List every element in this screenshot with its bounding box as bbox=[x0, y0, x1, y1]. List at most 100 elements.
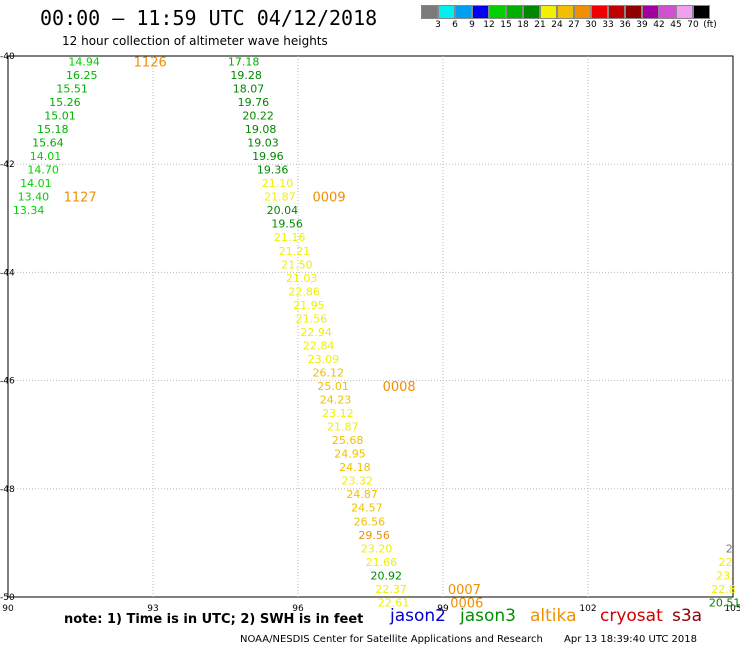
legend-altika: altika bbox=[530, 606, 577, 626]
color-scale-labels: 3 6 9 12 15 18 21 24 27 30 33 36 39 42 45 70 (ft) bbox=[421, 19, 740, 33]
note-text: note: 1) Time is in UTC; 2) SWH is in fe… bbox=[64, 612, 364, 627]
legend-s3a: s3a bbox=[672, 606, 703, 626]
color-scale-swatches bbox=[421, 5, 740, 19]
lon-tick-label: 105 bbox=[724, 604, 740, 614]
color-scale-label: 33 bbox=[602, 20, 614, 30]
wave-height-value: 2 bbox=[726, 542, 733, 555]
color-swatch bbox=[421, 5, 438, 19]
color-swatch bbox=[676, 5, 693, 19]
color-scale-label: 15 bbox=[500, 20, 512, 30]
wave-height-value: 21.21 bbox=[279, 245, 311, 258]
wave-height-value: 21.95 bbox=[293, 299, 325, 312]
color-scale-label: 3 bbox=[435, 20, 441, 30]
wave-height-value: 17.18 bbox=[228, 55, 260, 68]
wave-height-value: 15.01 bbox=[44, 110, 76, 123]
pass-time-label: 0007 bbox=[448, 583, 481, 598]
color-scale-label: 18 bbox=[517, 20, 529, 30]
color-scale-label: 39 bbox=[636, 20, 648, 30]
wave-height-value: 15.64 bbox=[32, 137, 64, 150]
wave-height-value: 19.08 bbox=[245, 123, 276, 136]
color-scale: 3 6 9 12 15 18 21 24 27 30 33 36 39 42 45 70 (ft) bbox=[421, 5, 740, 33]
wave-height-value: 20.51 bbox=[709, 596, 740, 609]
wave-height-value: 21.66 bbox=[366, 556, 398, 569]
wave-height-value: 19.03 bbox=[247, 137, 279, 150]
wave-height-value: 29.56 bbox=[358, 529, 390, 542]
wave-height-value: 14.01 bbox=[30, 150, 62, 163]
color-swatch bbox=[557, 5, 574, 19]
wave-height-value: 14.70 bbox=[27, 164, 59, 177]
color-scale-label: 24 bbox=[551, 20, 563, 30]
wave-height-value: 16.25 bbox=[66, 69, 98, 82]
wave-height-value: 24.57 bbox=[351, 502, 383, 515]
wave-height-value: 24.95 bbox=[334, 448, 366, 461]
lon-tick-label: 90 bbox=[2, 604, 14, 614]
wave-height-value: 15.18 bbox=[37, 123, 69, 136]
footer: NOAA/NESDIS Center for Satellite Applica… bbox=[240, 634, 697, 645]
color-scale-label: 27 bbox=[568, 20, 580, 30]
color-scale-label: 9 bbox=[469, 20, 475, 30]
color-scale-label: 6 bbox=[452, 20, 458, 30]
footer-timestamp: Apr 13 18:39:40 UTC 2018 bbox=[564, 634, 697, 645]
color-swatch bbox=[523, 5, 540, 19]
wave-height-value: 21.50 bbox=[281, 258, 313, 271]
wave-height-value: 26.56 bbox=[354, 515, 386, 528]
map-frame bbox=[7, 55, 734, 598]
wave-height-value: 23.12 bbox=[322, 407, 354, 420]
color-swatch bbox=[506, 5, 523, 19]
wave-height-value: 19.56 bbox=[271, 218, 303, 231]
lat-tick-label: -50 bbox=[0, 593, 15, 603]
wave-height-value: 15.26 bbox=[49, 96, 80, 109]
page-title: 00:00 – 11:59 UTC 04/12/2018 bbox=[40, 6, 378, 30]
wave-height-value: 21.10 bbox=[262, 177, 294, 190]
lat-tick-label: -42 bbox=[0, 160, 15, 170]
wave-height-value: 15.51 bbox=[56, 82, 87, 95]
wave-height-value: 22.84 bbox=[303, 339, 335, 352]
wave-height-value: 26.12 bbox=[313, 366, 345, 379]
color-scale-label: 21 bbox=[534, 20, 546, 30]
wave-height-value: 19.96 bbox=[252, 150, 283, 163]
color-swatch bbox=[540, 5, 557, 19]
wave-height-value: 19.36 bbox=[257, 164, 289, 177]
wave-height-value: 19.76 bbox=[238, 96, 269, 109]
color-scale-label: 30 bbox=[585, 20, 597, 30]
color-swatch bbox=[438, 5, 455, 19]
color-scale-label: 12 bbox=[483, 20, 495, 30]
color-swatch bbox=[608, 5, 625, 19]
wave-height-value: 21.56 bbox=[296, 312, 328, 325]
wave-height-value: 22.94 bbox=[300, 326, 332, 339]
wave-height-value: 24.87 bbox=[346, 488, 378, 501]
wave-height-value: 21.03 bbox=[286, 272, 318, 285]
wave-height-value: 20.04 bbox=[267, 204, 299, 217]
pass-time-label: 0008 bbox=[383, 380, 416, 395]
color-scale-label: 36 bbox=[619, 20, 631, 30]
wave-height-value: 21.87 bbox=[264, 191, 296, 204]
wave-height-value: 14.94 bbox=[68, 55, 100, 68]
lon-tick-label: 93 bbox=[147, 604, 158, 614]
wave-height-value: 20.92 bbox=[371, 569, 403, 582]
legend-cryosat: cryosat bbox=[600, 606, 663, 626]
color-swatch bbox=[659, 5, 676, 19]
color-scale-label: 45 bbox=[670, 20, 682, 30]
wave-height-value: 22.86 bbox=[288, 285, 320, 298]
wave-height-value: 24.23 bbox=[320, 394, 352, 407]
wave-height-value: 22.8 bbox=[711, 583, 736, 596]
pass-time-label: 0009 bbox=[313, 191, 346, 206]
wave-height-value: 23. bbox=[716, 569, 734, 582]
lon-tick-label: 96 bbox=[292, 604, 304, 614]
color-swatch bbox=[574, 5, 591, 19]
legend-jason3: jason3 bbox=[460, 606, 516, 626]
color-swatch bbox=[472, 5, 489, 19]
pass-time-label: 1126 bbox=[134, 55, 167, 70]
color-swatch bbox=[642, 5, 659, 19]
color-scale-label: 42 bbox=[653, 20, 665, 30]
color-scale-label: 70 bbox=[687, 20, 699, 30]
lat-tick-label: -40 bbox=[0, 52, 15, 62]
lat-tick-label: -44 bbox=[0, 268, 15, 278]
wave-height-value: 20.22 bbox=[242, 110, 274, 123]
lon-tick-label: 102 bbox=[579, 604, 596, 614]
wave-height-value: 13.40 bbox=[18, 191, 49, 204]
color-scale-label: (ft) bbox=[703, 20, 717, 30]
color-swatch bbox=[693, 5, 710, 19]
lat-tick-label: -48 bbox=[0, 485, 15, 495]
wave-height-value: 24.18 bbox=[339, 461, 371, 474]
